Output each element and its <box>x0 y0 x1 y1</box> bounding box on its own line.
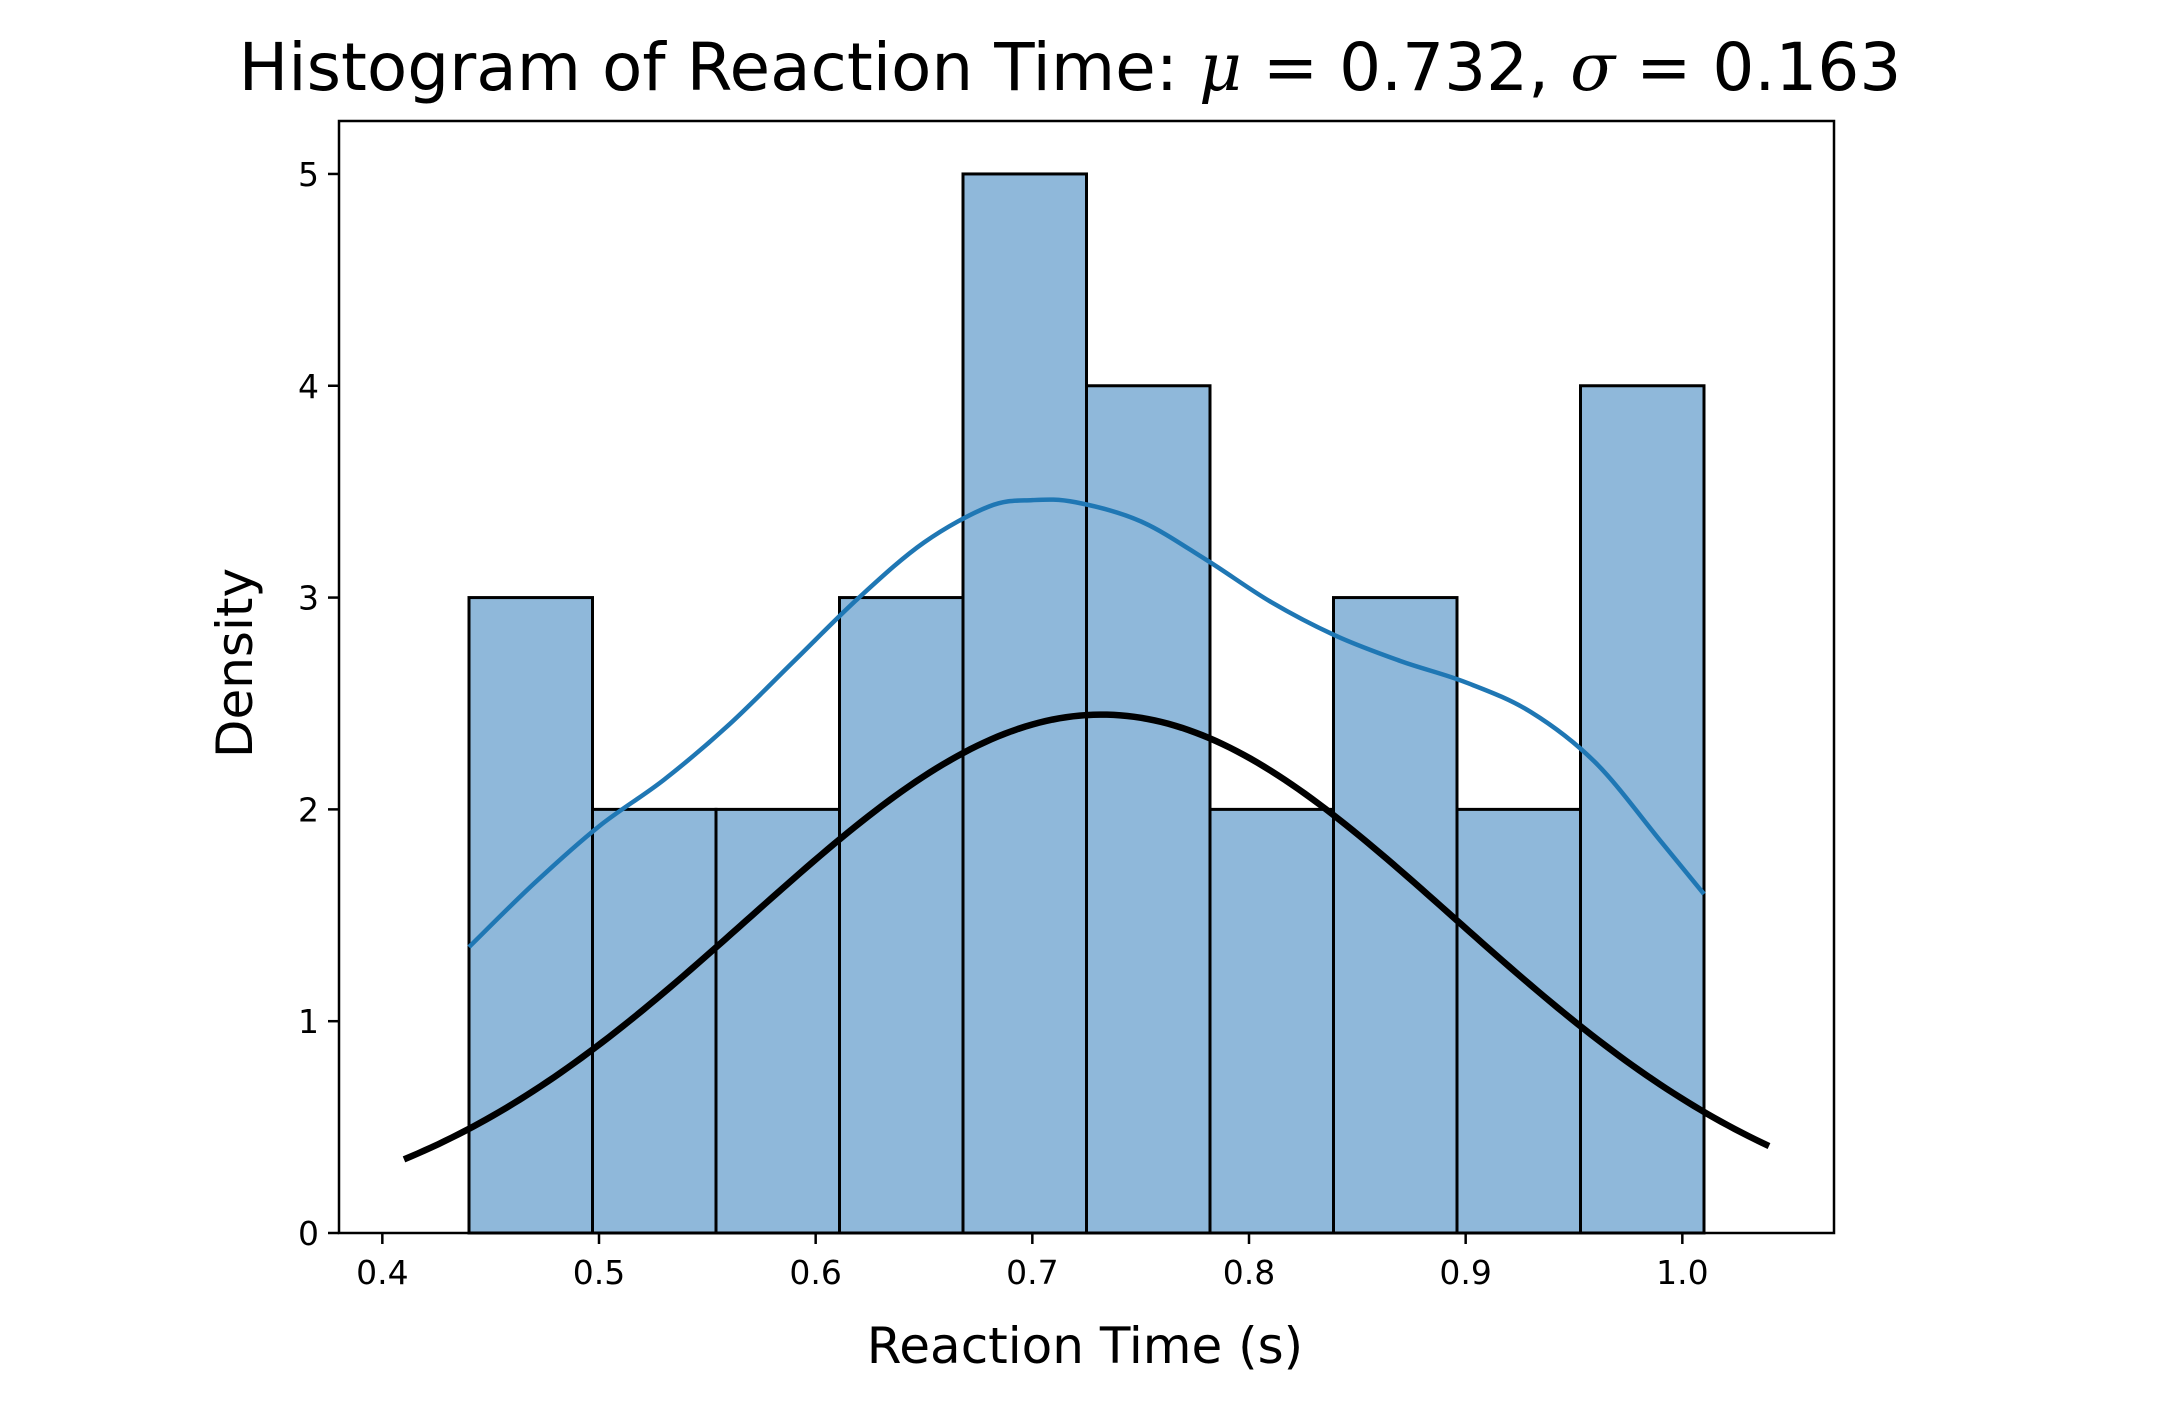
title-separator: , <box>1528 29 1570 106</box>
y-tick-label: 3 <box>298 579 319 618</box>
histogram-bar <box>838 596 965 1235</box>
mu-equals: = <box>1242 29 1339 106</box>
normal-fit-curve <box>402 711 1771 1163</box>
histogram-bar <box>1208 807 1335 1235</box>
mu-value: 0.732 <box>1339 29 1528 106</box>
histogram-bar <box>1332 596 1459 1235</box>
curves <box>402 497 1771 1163</box>
x-tick-label: 0.4 <box>356 1253 408 1292</box>
chart-title-main: Histogram of Reaction Time <box>239 29 1156 106</box>
histogram-bar <box>1085 384 1212 1235</box>
histogram-bar <box>1455 807 1582 1235</box>
histogram-bar <box>467 596 594 1235</box>
histogram-bar <box>1579 384 1706 1235</box>
histogram-bar <box>591 807 718 1235</box>
histogram-bar <box>961 172 1088 1235</box>
kde-curve <box>467 497 1706 949</box>
x-tick-label: 0.6 <box>789 1253 841 1292</box>
y-tick-label: 4 <box>298 367 319 406</box>
y-tick-label: 1 <box>298 1002 319 1041</box>
histogram-bar <box>714 807 841 1235</box>
x-tick-label: 0.8 <box>1223 1253 1275 1292</box>
x-tick-label: 1.0 <box>1656 1253 1708 1292</box>
y-tick-label: 2 <box>298 790 319 829</box>
y-axis-label: Density <box>206 568 264 758</box>
x-tick-label: 0.9 <box>1439 1253 1491 1292</box>
x-tick-label: 0.7 <box>1006 1253 1058 1292</box>
plot-frame <box>337 119 1836 1235</box>
y-tick-label: 0 <box>298 1214 319 1253</box>
x-tick-label: 0.5 <box>573 1253 625 1292</box>
axes: 0.4 0.5 0.6 0.7 0.8 0.9 1.0 0 1 2 3 4 5 <box>298 119 1836 1292</box>
chart-title: Histogram of Reaction Time: μ = 0.732, σ… <box>239 29 1902 106</box>
y-tick-label: 5 <box>298 155 319 194</box>
chart-title-colon: : <box>1156 29 1199 106</box>
x-axis-label: Reaction Time (s) <box>867 1317 1303 1375</box>
mu-symbol: μ <box>1199 29 1242 106</box>
sigma-value: 0.163 <box>1712 29 1901 106</box>
sigma-equals: = <box>1615 29 1712 106</box>
sigma-symbol: σ <box>1570 29 1617 106</box>
